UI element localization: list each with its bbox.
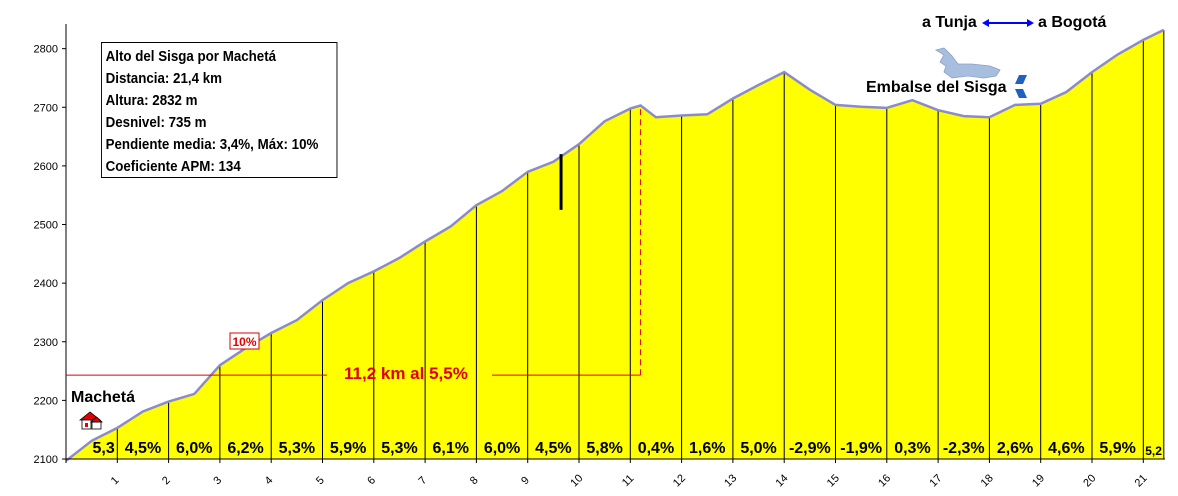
segment-gradient-label: 5,0%	[740, 440, 776, 457]
segment-gradient-label: 0,4%	[638, 440, 674, 457]
max-gradient-badge: 10%	[229, 332, 260, 350]
segment-gradient-label: 5,3%	[279, 440, 315, 457]
segment-gradient-label: 5,3%	[381, 440, 417, 457]
x-tick-label: 6	[365, 474, 378, 487]
x-tick-label: 16	[876, 472, 893, 489]
direction-left-label: a Tunja	[922, 14, 977, 31]
segment-gradient-label: -2,3%	[943, 440, 985, 457]
annotations	[66, 105, 642, 376]
segment-gradient-label: -1,9%	[840, 440, 882, 457]
climb-title: Alto del Sisga por Machetá	[105, 49, 277, 65]
x-tick-label: 11	[620, 473, 637, 490]
x-tick-label: 13	[722, 472, 739, 489]
segment-gradient-label: 5,9%	[1099, 440, 1135, 457]
segment-labels: 5,3 4,5% 6,0% 6,2% 5,3% 5,9% 5,3% 6,1% 6,0% 4,5% 5…	[93, 440, 1163, 458]
x-tick-label: 15	[825, 472, 842, 489]
segment-gradient-label: 4,5%	[125, 440, 161, 457]
info-distance: Distancia: 21,4 km	[105, 71, 223, 87]
x-tick-label: 3	[211, 474, 224, 487]
climb-info-box: Alto del Sisga por Machetá Distancia: 21…	[101, 42, 338, 178]
x-tick-label: 5	[314, 474, 327, 487]
y-tick-label: 2400	[34, 278, 58, 290]
y-tick-label: 2200	[34, 395, 58, 407]
info-elevation-gain: Desnivel: 735 m	[105, 115, 207, 131]
segment-gradient-label: 6,0%	[484, 440, 520, 457]
x-tick-label: 4	[263, 474, 276, 487]
segment-gradient-label: 6,1%	[433, 440, 469, 457]
segment-gradient-label: -2,9%	[789, 440, 831, 457]
x-tick-label: 12	[671, 472, 688, 489]
x-tick-label: 8	[468, 474, 481, 487]
segment-gradient-label: 4,5%	[535, 440, 571, 457]
double-arrow-icon	[982, 19, 1034, 27]
house-icon	[78, 411, 104, 430]
x-tick-label: 19	[1030, 472, 1047, 489]
x-tick-label: 18	[979, 472, 996, 489]
x-tick-label: 20	[1081, 472, 1098, 489]
x-tick-label: 17	[927, 472, 944, 489]
y-tick-label: 2100	[34, 454, 58, 466]
y-tick-label: 2800	[34, 44, 58, 56]
direction-right-label: a Bogotá	[1038, 14, 1107, 31]
segment-gradient-label: 5,3	[93, 440, 115, 457]
segment-gradient-label: 5,2	[1145, 444, 1162, 458]
segment-gradient-label: 2,6%	[997, 440, 1033, 457]
profile-layer	[65, 28, 1165, 462]
y-tick-label: 2600	[34, 161, 58, 173]
segment-gradient-label: 5,8%	[586, 440, 622, 457]
y-tick-label: 2300	[34, 337, 58, 349]
segment-gradient-label: 4,6%	[1048, 440, 1084, 457]
x-tick-label: 10	[568, 472, 585, 489]
info-altitude: Altura: 2832 m	[105, 93, 198, 109]
segment-gradient-label: 0,3%	[894, 440, 930, 457]
start-town-label: Machetá	[71, 389, 136, 406]
climb-summary-label: 11,2 km al 5,5%	[344, 364, 468, 383]
profile-area	[66, 29, 1164, 461]
segment-gradient-label: 5,9%	[330, 440, 366, 457]
x-tick-label: 21	[1133, 472, 1150, 489]
reservoir-icon	[934, 47, 1001, 79]
x-tick-label: 2	[160, 474, 173, 487]
road-sign-icon	[1015, 75, 1027, 98]
segment-gradient-label: 6,0%	[176, 440, 212, 457]
y-tick-label: 2700	[34, 102, 58, 114]
x-tick-label: 1	[109, 474, 122, 487]
info-gradient: Pendiente media: 3,4%, Máx: 10%	[105, 137, 319, 153]
segment-gradient-label: 1,6%	[689, 440, 725, 457]
segment-gradient-label: 6,2%	[227, 440, 263, 457]
info-apm-coefficient: Coeficiente APM: 134	[105, 159, 241, 175]
x-tick-label: 14	[774, 472, 791, 489]
max-gradient-label: 10%	[232, 335, 256, 349]
reservoir-label: Embalse del Sisga	[866, 79, 1007, 96]
x-tick-label: 7	[417, 474, 430, 487]
x-tick-label: 9	[519, 474, 532, 487]
y-tick-label: 2500	[34, 220, 58, 232]
